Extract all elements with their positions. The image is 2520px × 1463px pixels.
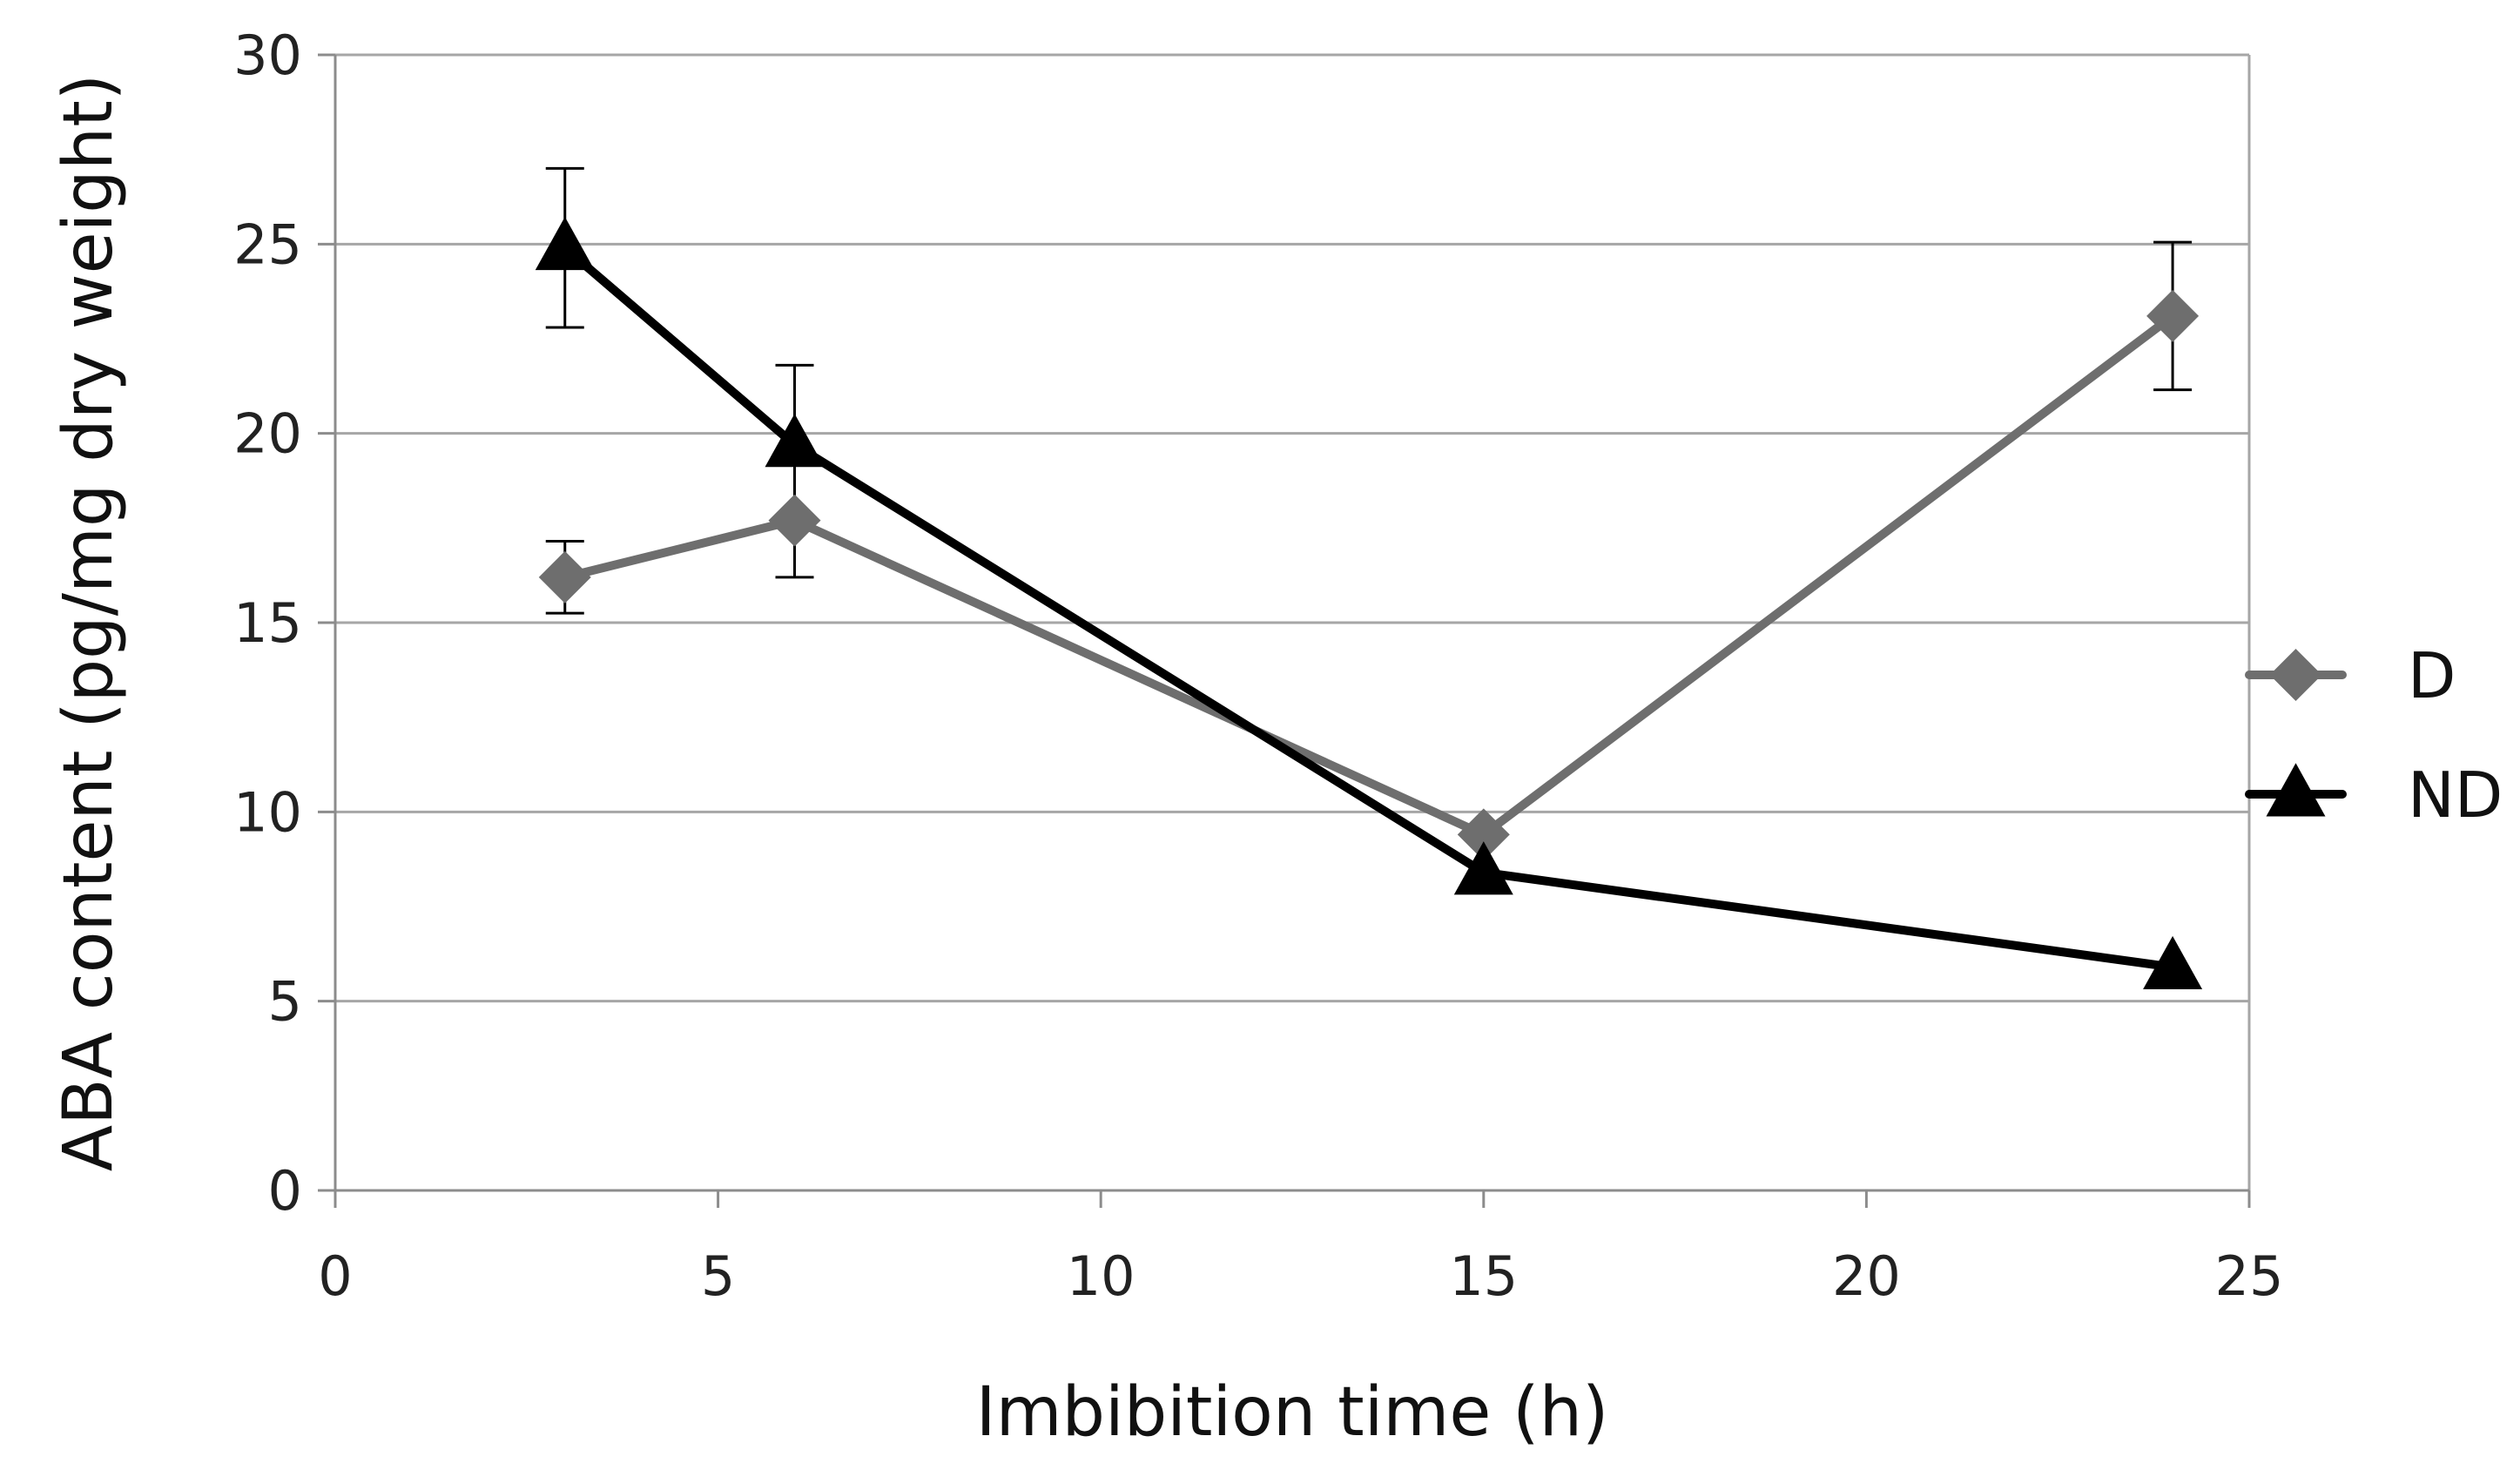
legend-item-nd: ND [2245,758,2503,832]
legend-label-nd: ND [2408,758,2503,832]
x-axis-ticks: 0 5 10 15 20 25 [318,1190,2283,1308]
point-nd [1453,841,1513,895]
gridlines [335,53,2249,1003]
y-tick-label: 25 [233,212,302,276]
y-tick-label: 10 [233,780,302,844]
x-tick-label: 15 [1449,1244,1518,1308]
legend-marker-triangle [2266,763,2326,817]
legend-label-d: D [2408,639,2456,712]
x-tick-label: 25 [2215,1244,2284,1308]
series-layer [535,166,2203,990]
legend-item-d: D [2245,639,2456,712]
y-tick-label: 5 [268,970,302,1034]
point-nd [2143,935,2203,990]
legend: D ND [2245,639,2503,832]
x-tick-label: 10 [1067,1244,1135,1308]
point-d [768,494,821,547]
x-tick-label: 0 [318,1244,352,1308]
point-d [1457,808,1510,861]
point-d [2146,289,2200,342]
y-tick-label: 0 [268,1159,302,1223]
legend-marker-diamond [2269,649,2322,701]
x-axis-title: Imbibition time (h) [976,1373,1609,1452]
point-nd [535,216,595,271]
y-tick-label: 15 [233,591,302,655]
x-tick-label: 5 [701,1244,735,1308]
y-axis-title: ABA content (pg/mg dry weight) [50,74,128,1171]
point-nd [765,414,825,468]
series-line-nd [560,243,2178,972]
y-axis-ticks: 0 5 10 15 20 25 30 [233,24,335,1223]
y-tick-label: 30 [233,24,302,87]
point-d [538,550,591,603]
x-tick-label: 20 [1832,1244,1901,1308]
y-tick-label: 20 [233,402,302,466]
series-line-d [560,311,2178,839]
